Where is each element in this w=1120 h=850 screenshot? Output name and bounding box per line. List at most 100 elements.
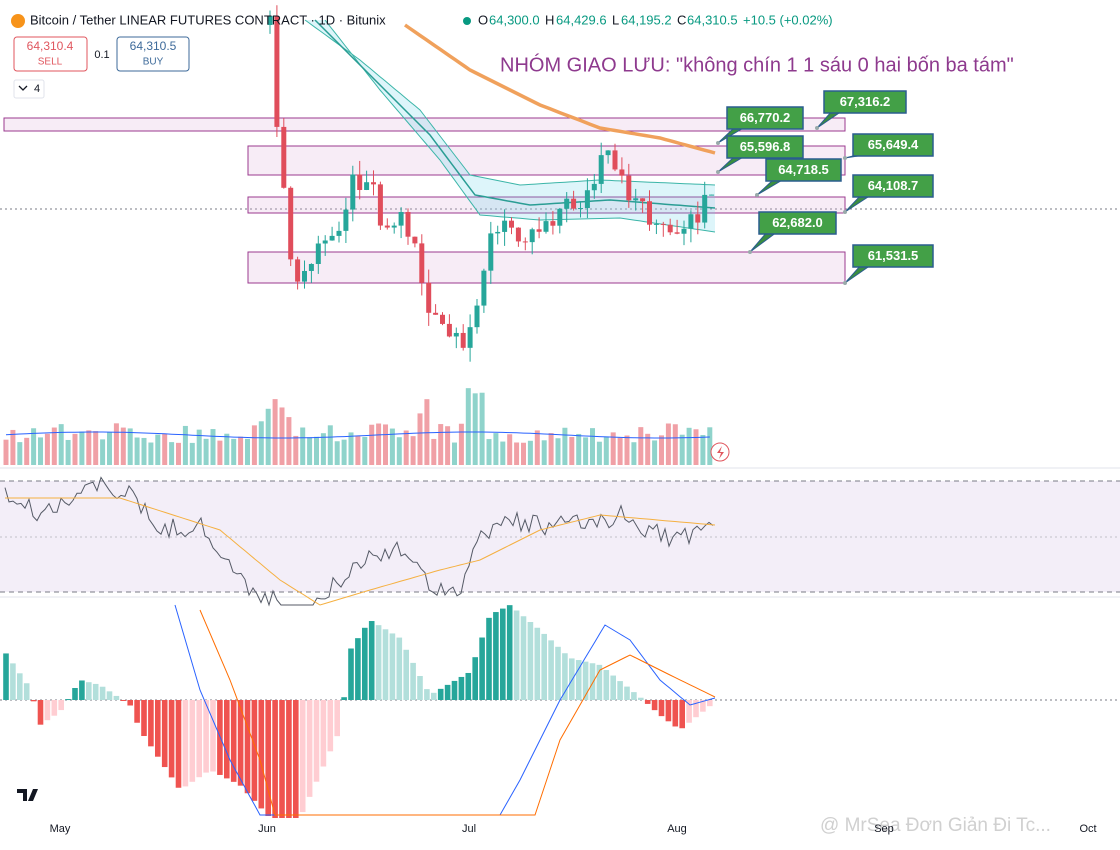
macd-histogram (638, 697, 644, 700)
macd-histogram (631, 692, 637, 700)
candle-body (626, 175, 632, 201)
macd-histogram (224, 700, 230, 779)
volume-bar (286, 417, 292, 465)
volume-bar (590, 428, 595, 465)
macd-histogram (444, 684, 451, 700)
macd-histogram (582, 661, 589, 700)
annotation: NHÓM GIAO LƯU: "không chín 1 1 sáu 0 hai… (500, 53, 1014, 76)
candle-body (302, 270, 307, 282)
candle-body (274, 16, 280, 127)
macd-histogram (58, 700, 64, 711)
ohlc-value: 64,429.6 (556, 12, 607, 27)
price-callout (823, 90, 907, 114)
volume-bar (134, 437, 140, 465)
macd-histogram (375, 625, 382, 700)
anchor-dot (843, 210, 847, 214)
volume-bar (24, 437, 30, 465)
volume-bar (210, 429, 216, 465)
coin-icon (11, 14, 25, 28)
anchor-dot (843, 156, 847, 160)
volume-bar (631, 442, 637, 465)
volume-bar (638, 427, 644, 465)
macd-histogram (479, 637, 485, 700)
candle-body (591, 183, 597, 191)
volume-bar (224, 433, 230, 465)
status-dot (463, 17, 471, 25)
candle-body (647, 201, 652, 225)
candle-body (453, 332, 459, 337)
volume-bar (162, 433, 168, 465)
volume-bar (348, 432, 354, 465)
candle-body (384, 225, 390, 228)
volume-bar (452, 442, 457, 465)
volume-bar (376, 423, 382, 465)
candle-body (412, 236, 418, 244)
candle-body (440, 314, 445, 324)
macd-histogram (513, 610, 520, 700)
macd-histogram (472, 657, 478, 700)
buy-label: BUY (143, 57, 164, 68)
candle-body (557, 208, 563, 226)
price-callout (852, 133, 934, 157)
price-label: 67,316.2 (840, 94, 891, 109)
volume-bar (203, 438, 209, 465)
volume-bar (238, 436, 244, 465)
volume-bar (645, 433, 651, 465)
macd-histogram (148, 700, 154, 747)
plot (0, 5, 1120, 818)
macd-histogram (3, 653, 9, 700)
candle-body (550, 221, 556, 226)
macd-histogram (569, 658, 575, 700)
volume-bar (10, 429, 16, 465)
buy-button[interactable] (116, 36, 190, 72)
candle-body (495, 231, 501, 234)
moving-average (403, 23, 716, 155)
sell-button[interactable] (13, 36, 88, 72)
candle-body (288, 187, 294, 260)
macd-histogram (106, 691, 113, 700)
volume-bar (293, 435, 299, 465)
volume-bar (369, 424, 375, 465)
volume-bar (514, 442, 520, 465)
macd-histogram (272, 700, 278, 818)
indicator-toggle[interactable] (13, 79, 45, 99)
macd-histogram (10, 663, 16, 700)
volume-bar (327, 425, 333, 465)
bollinger-upper (304, 19, 716, 186)
x-axis-label: Oct (1079, 823, 1096, 835)
macd-histogram (417, 676, 423, 700)
volume-bar (196, 429, 202, 465)
macd-histogram (293, 700, 299, 818)
macd-histogram (707, 700, 713, 707)
price-callout (726, 135, 804, 159)
price-label: 61,531.5 (868, 248, 919, 263)
macd-histogram (86, 682, 92, 700)
macd-histogram (175, 700, 182, 788)
macd-histogram (465, 672, 472, 700)
ohlc-label: C (677, 12, 686, 27)
price-label: 62,682.0 (772, 215, 823, 230)
volume-bar (341, 439, 347, 465)
candle-body (660, 223, 666, 225)
volume-bar (189, 442, 195, 465)
volume-bar (272, 399, 278, 465)
anchor-dot (815, 126, 819, 130)
volume-bar (155, 434, 161, 465)
candle-body (529, 229, 535, 243)
macd-histogram (299, 700, 306, 813)
volume-bar (127, 428, 133, 465)
candle-body (564, 198, 570, 209)
volume-ma (5, 431, 710, 439)
macd-histogram (541, 633, 547, 700)
candle-body (598, 155, 604, 184)
macd-histogram (506, 605, 513, 700)
price-label: 66,770.2 (740, 110, 791, 125)
volume-bar (355, 435, 361, 465)
macd-histogram (134, 700, 140, 723)
macd-histogram (30, 700, 37, 702)
macd-histogram (555, 646, 561, 700)
candle-body (709, 194, 715, 196)
macd-histogram (189, 700, 196, 782)
candle-body (467, 327, 473, 348)
candle-body (460, 332, 466, 348)
